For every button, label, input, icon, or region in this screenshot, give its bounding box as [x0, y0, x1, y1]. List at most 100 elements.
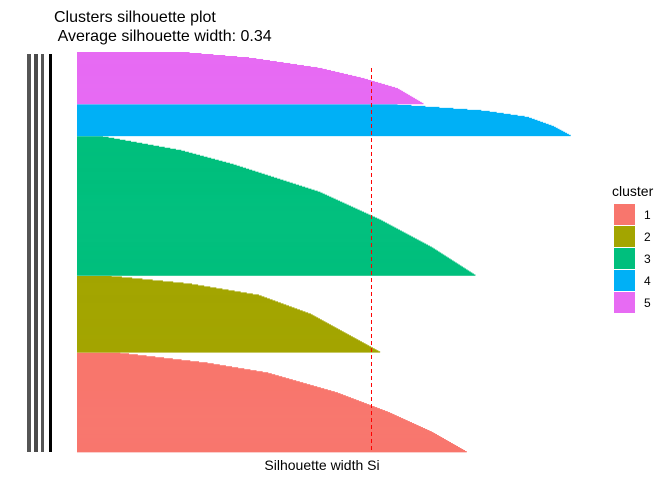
- silhouette-bar-cluster-4: [77, 118, 535, 121]
- silhouette-bar-cluster-3: [77, 135, 103, 138]
- silhouette-bar-cluster-2: [77, 333, 348, 335]
- silhouette-bar-cluster-3: [77, 232, 406, 234]
- silhouette-bar-cluster-1: [77, 371, 263, 373]
- silhouette-bar-cluster-3: [77, 159, 219, 162]
- silhouette-bar-cluster-2: [77, 283, 193, 285]
- silhouette-bar-cluster-5: [77, 67, 323, 70]
- silhouette-bar-cluster-1: [77, 419, 406, 421]
- silhouette-bar-cluster-2: [77, 294, 259, 296]
- silhouette-bar-cluster-4: [77, 127, 558, 130]
- silhouette-bar-cluster-4: [77, 121, 544, 124]
- silhouette-bar-cluster-2: [77, 339, 359, 341]
- silhouette-bar-cluster-5: [77, 82, 382, 85]
- silhouette-bar-cluster-3: [77, 184, 299, 187]
- silhouette-bar-cluster-3: [77, 176, 275, 179]
- y-axis-overplotted-labels-2: [34, 54, 38, 452]
- silhouette-bar-cluster-3: [77, 267, 465, 269]
- silhouette-bar-cluster-4: [77, 106, 440, 109]
- silhouette-bar-cluster-5: [77, 102, 424, 105]
- silhouette-bar-cluster-3: [77, 161, 227, 164]
- silhouette-bar-cluster-2: [77, 323, 330, 325]
- silhouette-bar-cluster-1: [77, 449, 464, 451]
- silhouette-bar-cluster-1: [77, 372, 269, 374]
- legend-label-5: 5: [644, 296, 651, 310]
- silhouette-bar-cluster-4: [77, 132, 567, 135]
- silhouette-bar-cluster-5: [77, 66, 318, 69]
- silhouette-bar-cluster-1: [77, 416, 399, 418]
- silhouette-bar-cluster-2: [77, 348, 375, 350]
- silhouette-bar-cluster-4: [77, 133, 569, 136]
- silhouette-bar-cluster-2: [77, 327, 337, 329]
- silhouette-bar-cluster-2: [77, 320, 324, 322]
- silhouette-bar-cluster-3: [77, 163, 234, 166]
- silhouette-bar-cluster-2: [77, 288, 223, 290]
- silhouette-bar-cluster-2: [77, 291, 241, 293]
- silhouette-bar-cluster-1: [77, 382, 304, 384]
- silhouette-bar-cluster-3: [77, 170, 256, 173]
- silhouette-bar-cluster-2: [77, 330, 342, 332]
- silhouette-bar-cluster-2: [77, 325, 333, 327]
- legend-key-2: [614, 226, 635, 247]
- silhouette-bar-cluster-1: [77, 402, 365, 404]
- silhouette-bar-cluster-5: [77, 94, 410, 97]
- silhouette-bar-cluster-3: [77, 241, 423, 243]
- silhouette-bar-cluster-3: [77, 168, 250, 171]
- silhouette-bar-cluster-1: [77, 354, 138, 356]
- silhouette-bar-cluster-4: [77, 111, 497, 114]
- silhouette-bar-cluster-1: [77, 424, 417, 426]
- silhouette-bar-cluster-2: [77, 332, 346, 334]
- silhouette-bar-cluster-3: [77, 271, 471, 273]
- silhouette-bar-cluster-3: [77, 266, 463, 268]
- legend-label-4: 4: [644, 274, 651, 288]
- silhouette-bar-cluster-1: [77, 446, 459, 448]
- y-axis-overplotted-labels-1: [27, 54, 31, 452]
- silhouette-bar-cluster-2: [77, 286, 211, 288]
- silhouette-bar-cluster-1: [77, 445, 457, 447]
- silhouette-bar-cluster-5: [77, 56, 250, 59]
- silhouette-bar-cluster-1: [77, 415, 397, 417]
- silhouette-bar-cluster-2: [77, 328, 339, 330]
- silhouette-bar-cluster-5: [77, 54, 226, 57]
- silhouette-bar-cluster-2: [77, 313, 311, 315]
- silhouette-bar-cluster-5: [77, 72, 344, 75]
- silhouette-bar-cluster-1: [77, 395, 346, 397]
- silhouette-bar-cluster-1: [77, 442, 452, 444]
- silhouette-bar-cluster-3: [77, 259, 453, 261]
- silhouette-bar-cluster-3: [77, 198, 336, 200]
- silhouette-bar-cluster-1: [77, 397, 352, 399]
- silhouette-bar-cluster-1: [77, 448, 462, 450]
- silhouette-bar-cluster-3: [77, 169, 253, 172]
- silhouette-bar-cluster-3: [77, 245, 430, 247]
- silhouette-bar-cluster-3: [77, 196, 332, 198]
- silhouette-bar-cluster-2: [77, 277, 133, 279]
- silhouette-bar-cluster-1: [77, 388, 325, 390]
- silhouette-bar-cluster-1: [77, 377, 286, 379]
- legend-title: cluster: [612, 183, 654, 199]
- silhouette-bar-cluster-1: [77, 386, 318, 388]
- silhouette-bar-cluster-3: [77, 228, 399, 230]
- silhouette-bar-cluster-3: [77, 136, 109, 139]
- silhouette-bar-cluster-3: [77, 154, 201, 157]
- silhouette-bar-cluster-3: [77, 246, 432, 248]
- silhouette-bar-cluster-2: [77, 309, 300, 311]
- silhouette-bar-cluster-5: [77, 74, 353, 77]
- silhouette-bar-cluster-1: [77, 444, 455, 446]
- silhouette-bar-cluster-1: [77, 367, 239, 369]
- silhouette-bar-cluster-2: [77, 322, 328, 324]
- silhouette-bar-cluster-3: [77, 204, 349, 206]
- silhouette-bar-cluster-5: [77, 99, 419, 102]
- silhouette-bar-cluster-3: [77, 146, 165, 149]
- silhouette-bar-cluster-4: [77, 120, 541, 123]
- silhouette-bar-cluster-3: [77, 235, 412, 237]
- silhouette-bar-cluster-1: [77, 391, 335, 393]
- silhouette-bar-cluster-3: [77, 234, 410, 236]
- silhouette-bar-cluster-1: [77, 434, 438, 436]
- silhouette-bar-cluster-1: [77, 396, 349, 398]
- silhouette-bar-cluster-1: [77, 385, 314, 387]
- silhouette-bar-cluster-3: [77, 138, 120, 141]
- silhouette-bar-cluster-5: [77, 77, 365, 80]
- silhouette-bar-cluster-5: [77, 98, 417, 101]
- silhouette-bar-cluster-1: [77, 443, 453, 445]
- silhouette-bar-cluster-2: [77, 293, 253, 295]
- silhouette-bar-cluster-5: [77, 97, 415, 100]
